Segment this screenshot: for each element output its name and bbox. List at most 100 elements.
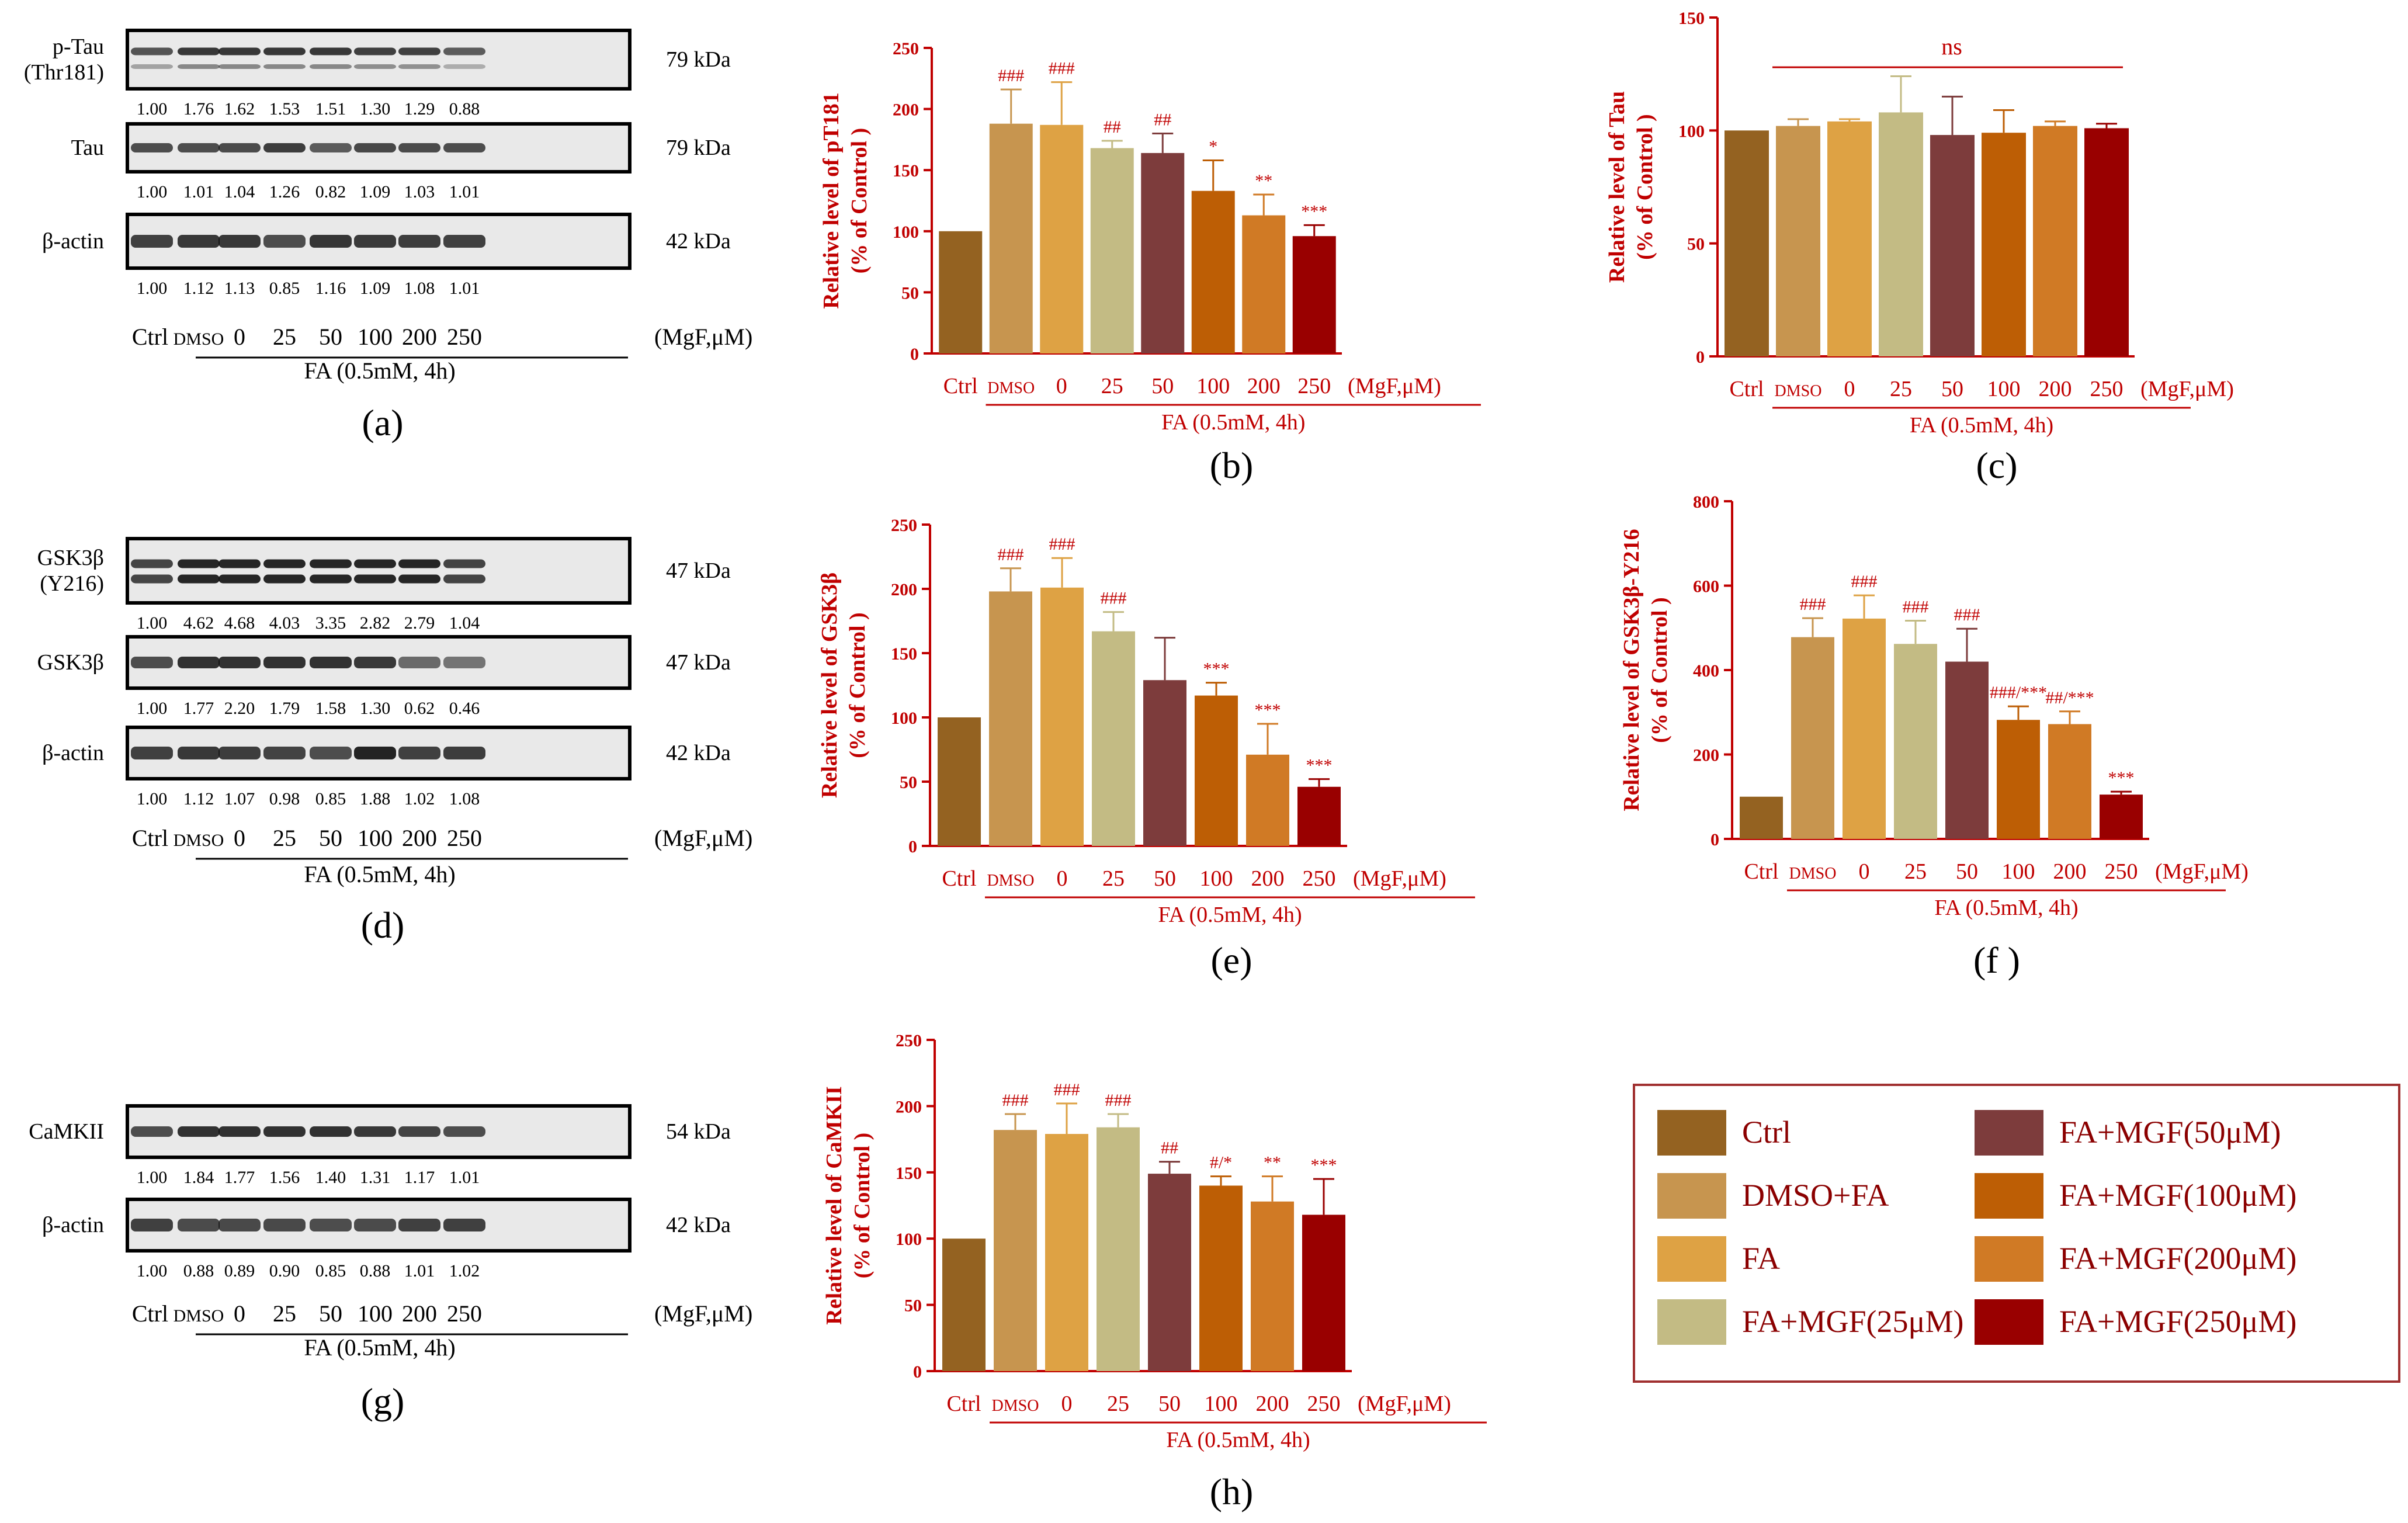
y-tick-label: 50: [901, 283, 919, 303]
bar-200: [1242, 215, 1286, 353]
bar-50: [1930, 135, 1975, 357]
legend-label: FA: [1742, 1241, 1780, 1276]
bar-DMSO: [1791, 637, 1834, 839]
blot-lane-label: 50: [319, 324, 342, 350]
bar-50: [1945, 661, 1989, 839]
legend-label: FA+MGF(25μM): [1742, 1304, 1963, 1339]
blot-lane-label: 100: [358, 825, 393, 851]
blot-lane-label: 0: [234, 324, 245, 350]
blot-quant-value: 1.04: [224, 182, 255, 202]
blot-kda-label: 42 kDa: [666, 741, 731, 765]
blot-band: [178, 657, 220, 668]
blot-quant-value: 1.00: [137, 1261, 168, 1281]
blot-band: [310, 657, 352, 668]
blot-quant-value: 1.00: [137, 699, 168, 718]
blot-band: [354, 559, 396, 568]
x-tick-label: 100: [1196, 374, 1230, 398]
blot-quant-value: 1.00: [137, 613, 168, 633]
bar-Ctrl: [938, 717, 981, 846]
blot-lane-label: Ctrl: [132, 1300, 168, 1327]
legend-label: Ctrl: [1742, 1115, 1791, 1150]
blot-band: [354, 1126, 396, 1137]
y-axis-label: Relative level of CaMKII (% of Control ): [822, 1086, 875, 1324]
significance-label: ***: [1301, 202, 1327, 221]
blot-group-label: FA (0.5mM, 4h): [304, 358, 455, 384]
y-tick-label: 0: [913, 1362, 922, 1382]
blot-band: [263, 235, 306, 248]
y-axis-label-line: Relative level of pT181: [819, 92, 844, 308]
blot-band: [218, 1126, 261, 1137]
significance-label: ###: [998, 545, 1024, 564]
y-tick-label: 400: [1693, 661, 1719, 681]
blot-quant-value: 1.02: [449, 1261, 480, 1281]
blot-panel-a: p-Tau(Thr181) 79 kDa 1.00 1.76 1.62 1.53 1.51 1…: [24, 29, 752, 443]
blot-band: [263, 47, 306, 55]
blot-band: [443, 1219, 485, 1231]
y-tick-label: 200: [896, 1097, 922, 1116]
y-tick-label: 150: [893, 161, 919, 181]
bar-250: [1297, 786, 1341, 846]
bar-100: [1195, 695, 1238, 846]
blot-quant-value: 1.00: [137, 99, 168, 119]
blot-band: [178, 47, 220, 55]
bar-Ctrl: [1725, 130, 1769, 357]
blot-band: [263, 574, 306, 584]
blot-band: [263, 559, 306, 568]
legend-label: DMSO+FA: [1742, 1178, 1889, 1213]
bar-200: [2048, 724, 2091, 839]
blot-band: [398, 47, 440, 55]
significance-label: ###: [1054, 1080, 1080, 1099]
legend-swatch: [1975, 1299, 2043, 1345]
chart-caption: (b): [1210, 445, 1254, 486]
blot-lane-label: 25: [273, 1300, 296, 1327]
blot-band: [131, 1126, 173, 1137]
blot-lane-label: 200: [402, 1300, 437, 1327]
blot-lane-label: Ctrl: [132, 324, 168, 350]
blot-band: [218, 235, 261, 248]
x-tick-label: Ctrl: [942, 866, 976, 891]
blot-lane-label: 25: [273, 825, 296, 851]
blot-quant-value: 1.17: [404, 1168, 435, 1187]
blot-row-label: β-actin: [42, 229, 104, 254]
blot-row: β-actin 42 kDa 1.00 0.88 0.89 0.90 0.85 0.88 1.0…: [42, 1198, 731, 1281]
significance-label: ###/***: [1990, 683, 2047, 702]
blot-lane-label: DMSO: [174, 831, 224, 850]
blot-lane-label: Ctrl: [132, 825, 168, 851]
legend: Ctrl DMSO+FA FA FA+MGF(25μM) FA+MGF(50μM) FA+…: [1633, 1084, 2400, 1383]
blot-band: [443, 143, 485, 152]
bar-250: [1302, 1215, 1345, 1371]
blot-quant-value: 1.30: [360, 699, 391, 718]
blot-quant-value: 1.00: [137, 279, 168, 298]
blot-quant-value: 1.77: [183, 699, 214, 718]
bar-0: [1843, 618, 1886, 839]
x-tick-label: 200: [1256, 1392, 1289, 1416]
blot-band: [443, 747, 485, 759]
x-tick-label: 250: [2090, 377, 2124, 401]
blot-band: [310, 574, 352, 584]
blot-band: [178, 1219, 220, 1231]
legend-swatch: [1657, 1299, 1726, 1345]
legend-box: [1633, 1084, 2400, 1383]
blot-row-label: (Y216): [40, 571, 104, 596]
y-tick-label: 100: [1678, 122, 1705, 141]
blot-quant-value: 1.13: [224, 279, 255, 298]
blot-group-label: FA (0.5mM, 4h): [304, 861, 455, 887]
bar-DMSO: [989, 123, 1033, 354]
chart-caption: (c): [1976, 445, 2017, 486]
blot-quant-value: 1.53: [269, 99, 300, 119]
legend-swatch: [1975, 1110, 2043, 1156]
blot-band: [354, 1219, 396, 1231]
blot-quant-value: 0.88: [449, 99, 480, 119]
blot-quant-value: 0.89: [224, 1261, 255, 1281]
x-tick-label: 100: [1987, 377, 2021, 401]
significance-label: *: [1209, 137, 1217, 156]
blot-quant-value: 0.98: [269, 789, 300, 809]
blot-band: [263, 64, 306, 69]
blot-band: [354, 747, 396, 759]
significance-label: **: [1264, 1153, 1281, 1172]
blot-kda-label: 47 kDa: [666, 650, 731, 675]
blot-quant-value: 1.09: [360, 182, 391, 202]
x-tick-label: 25: [1890, 377, 1912, 401]
x-unit-label: (MgF,μM): [1353, 866, 1446, 891]
